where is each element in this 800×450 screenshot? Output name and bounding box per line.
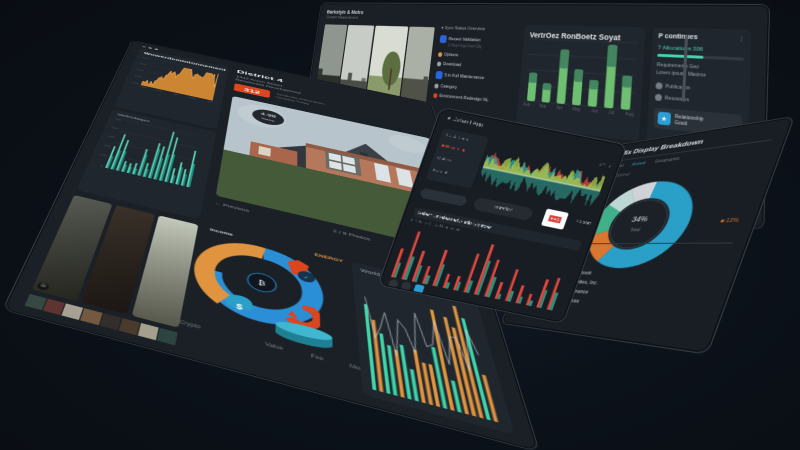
svg-text:$: $ <box>236 303 243 313</box>
